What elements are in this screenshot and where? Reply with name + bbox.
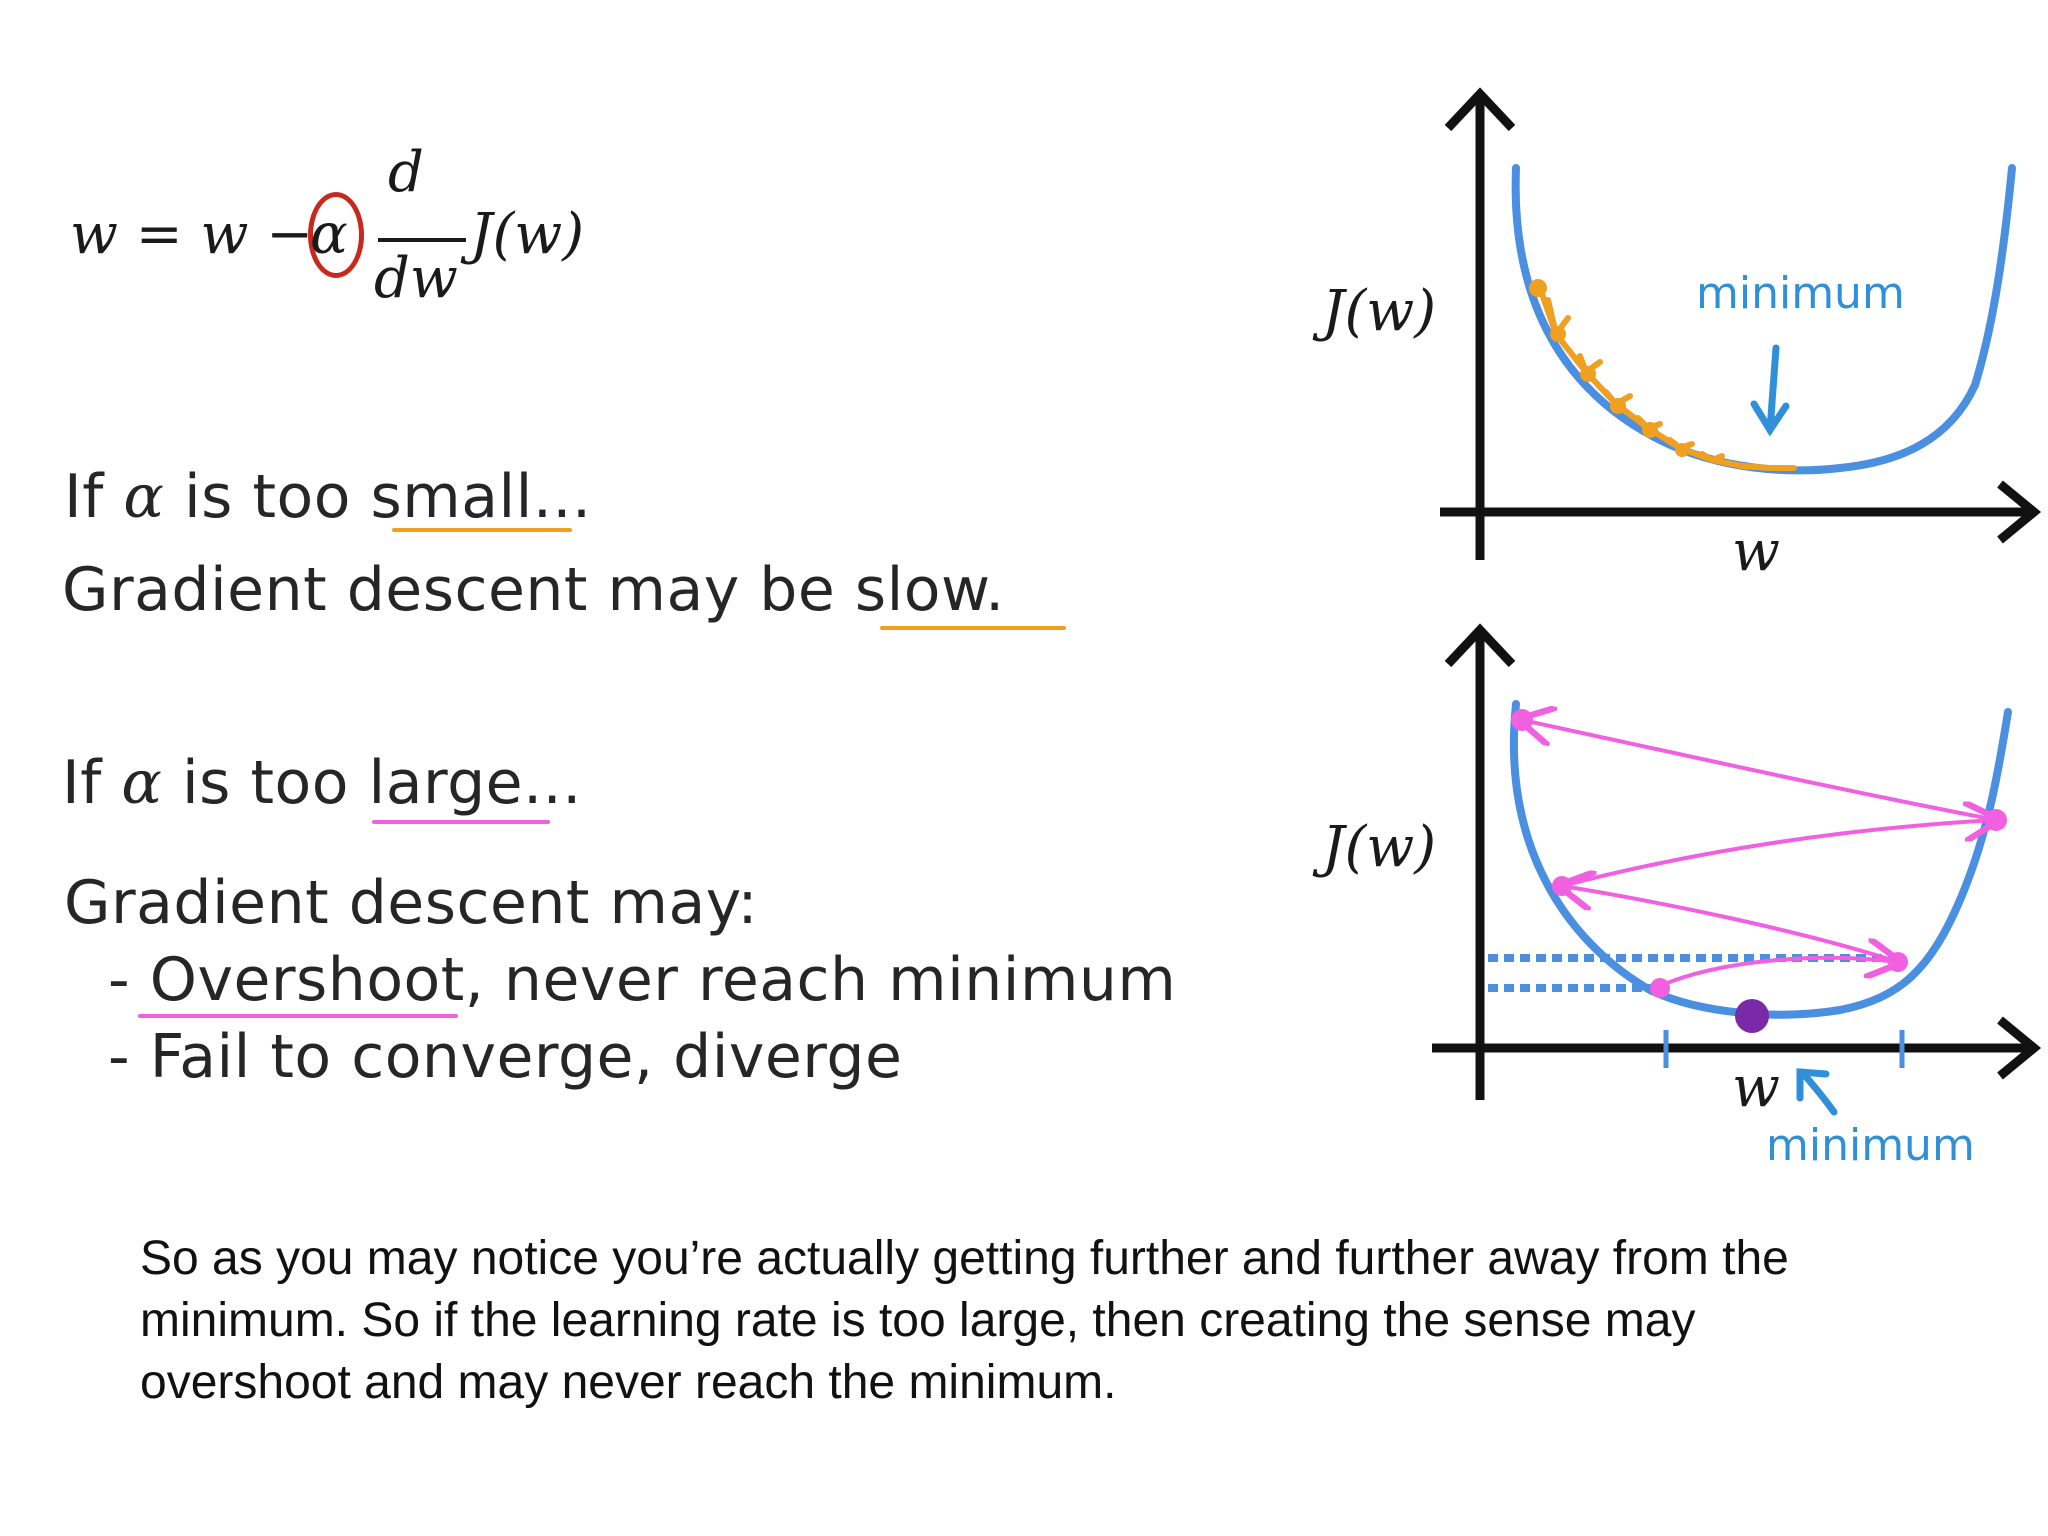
large-step-dots bbox=[1511, 709, 2007, 998]
small-result-text: Gradient descent may be slow. bbox=[62, 555, 1005, 625]
bottom-x-label: w bbox=[1732, 1055, 1780, 1120]
slide: w = w − α d dw J(w) If α is too small...… bbox=[62, 87, 2042, 1171]
top-x-arrowhead bbox=[1997, 480, 2042, 544]
bottom-plot: J(w) w minimum bbox=[1312, 623, 2042, 1171]
small-prefix: If bbox=[64, 462, 104, 532]
top-x-label: w bbox=[1732, 519, 1780, 584]
top-cost-curve bbox=[1511, 164, 2016, 475]
large-intro-text: Gradient descent may: bbox=[64, 868, 759, 938]
minimum-point bbox=[1735, 999, 1769, 1033]
bottom-minimum-arrow bbox=[1796, 1068, 1838, 1116]
bullet-overshoot: - Overshoot, never reach minimum bbox=[108, 945, 1177, 1015]
bottom-minimum-label: minimum bbox=[1766, 1120, 1975, 1171]
top-y-arrowhead bbox=[1444, 87, 1516, 132]
alpha-circle-annotation bbox=[308, 192, 364, 278]
caption-line-3: overshoot and may never reach the minimu… bbox=[140, 1356, 1117, 1409]
large-underline bbox=[372, 820, 550, 824]
formula-denominator: dw bbox=[374, 246, 458, 311]
bullet-diverge: - Fail to converge, diverge bbox=[108, 1022, 903, 1092]
small-underline bbox=[392, 528, 572, 532]
slow-underline bbox=[880, 626, 1066, 630]
large-suffix: is too large... bbox=[182, 748, 582, 818]
plots-canvas: J(w) w minimum bbox=[1312, 87, 2042, 1171]
bottom-x-arrowhead bbox=[1997, 1016, 2042, 1080]
large-alpha-heading: If α is too large... bbox=[62, 748, 582, 818]
top-plot: J(w) w minimum bbox=[1312, 87, 2042, 584]
bottom-cost-curve bbox=[1510, 700, 2012, 1019]
top-minimum-arrow bbox=[1750, 344, 1790, 437]
caption-text: So as you may notice you’re actually get… bbox=[140, 1228, 1940, 1414]
large-steps-path bbox=[1522, 720, 1996, 988]
small-suffix: is too small... bbox=[184, 462, 592, 532]
formula-numerator: d bbox=[388, 140, 424, 205]
bottom-y-label: J(w) bbox=[1312, 815, 1436, 880]
top-y-label: J(w) bbox=[1312, 279, 1436, 344]
small-alpha-symbol: α bbox=[123, 462, 165, 532]
large-prefix: If bbox=[62, 748, 102, 818]
formula-lhs: w = w − bbox=[70, 202, 314, 267]
formula-alpha: α bbox=[310, 202, 348, 267]
fraction-bar bbox=[378, 238, 466, 242]
small-alpha-heading: If α is too small... bbox=[64, 462, 592, 532]
large-alpha-symbol: α bbox=[121, 748, 163, 818]
small-step-dots bbox=[1529, 279, 1689, 457]
formula-function: J(w) bbox=[470, 202, 585, 267]
overshoot-underline bbox=[138, 1014, 458, 1018]
bottom-y-arrowhead bbox=[1444, 623, 1516, 668]
caption-line-1: So as you may notice you’re actually get… bbox=[140, 1232, 1789, 1285]
caption-line-2: minimum. So if the learning rate is too … bbox=[140, 1294, 1696, 1347]
top-minimum-label: minimum bbox=[1696, 268, 1905, 319]
